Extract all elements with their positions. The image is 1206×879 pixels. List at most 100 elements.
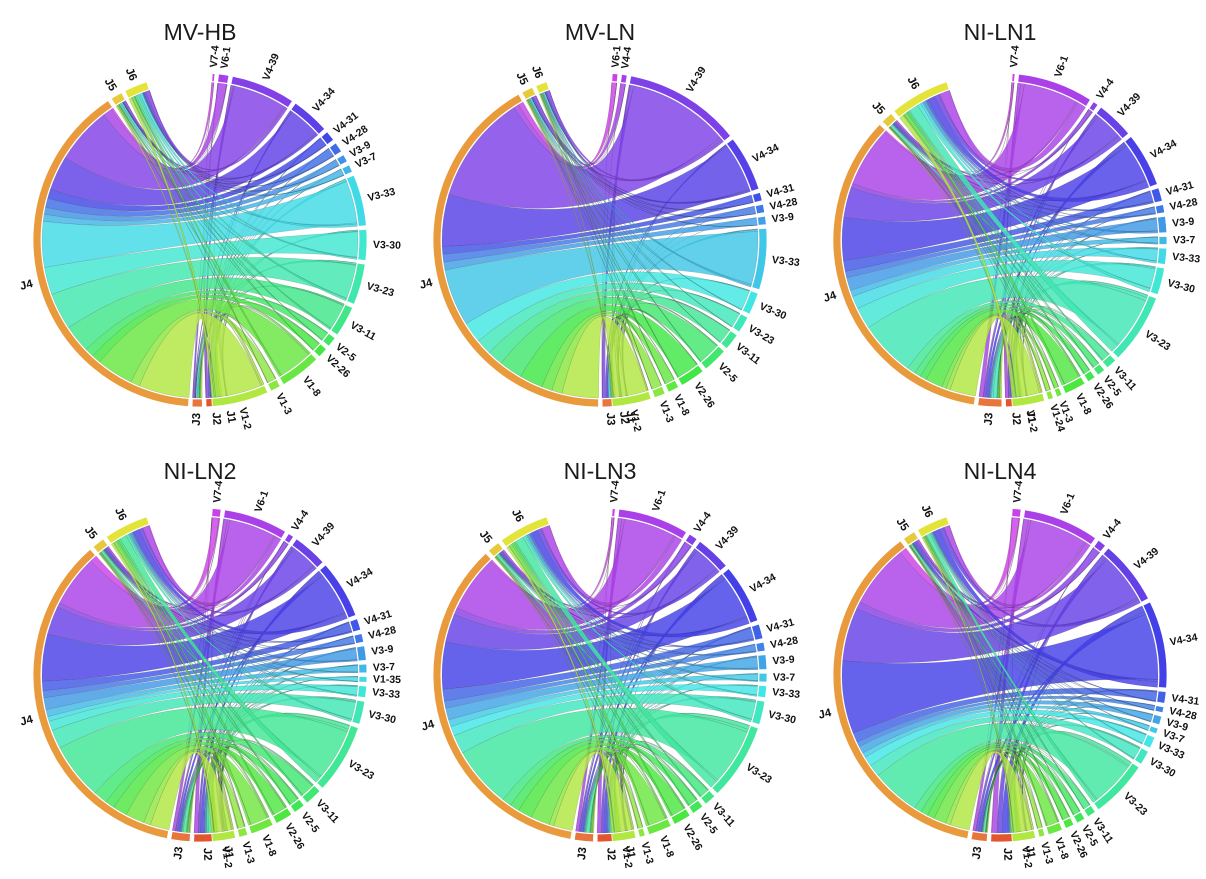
segment-label: V4-4 — [619, 46, 634, 70]
segment-arc-v7-4 — [211, 508, 222, 518]
segment-arc-v1-3 — [267, 378, 281, 392]
segment-label: J2 — [209, 412, 222, 426]
segment-label: J3 — [983, 412, 996, 426]
segment-arc-v4-28 — [754, 203, 766, 215]
segment-arc-v2-5 — [322, 332, 336, 347]
chord-ribbon — [189, 753, 233, 833]
segment-arc-v6-1 — [1023, 509, 1097, 546]
segment-arc-v3-9 — [1156, 215, 1168, 234]
segment-arc-j5 — [92, 538, 109, 554]
chord-ribbon — [903, 114, 1055, 389]
segment-label: V3-23 — [346, 758, 376, 783]
segment-label: J5 — [869, 100, 887, 118]
segment-arc-v1-3 — [637, 827, 646, 838]
segment-label: V7-4 — [608, 480, 622, 503]
segment-label: J1 — [623, 845, 637, 860]
chord-ribbon — [914, 740, 1090, 813]
segment-label: V3-7 — [373, 661, 396, 674]
chord-ribbon — [1014, 752, 1034, 831]
chord-ribbon — [509, 543, 649, 827]
segment-arc-v3-7 — [758, 672, 768, 683]
segment-label: V3-30 — [367, 708, 397, 726]
chord-ribbon — [113, 540, 251, 826]
chord-ribbon — [932, 531, 1157, 703]
segment-arc-v6-1 — [611, 73, 619, 83]
chord-ribbon — [986, 752, 1033, 833]
segment-arc-v3-9 — [336, 154, 348, 166]
segment-arc-v1-2 — [211, 384, 269, 407]
segment-label: J2 — [1001, 848, 1014, 861]
segment-arc-v4-28 — [328, 142, 343, 157]
ribbon-group — [441, 517, 759, 834]
segment-label: V4-39 — [1115, 91, 1143, 120]
panel-ni-ln3: NI-LN3 J1 J2 J3 J4 J5 J6 V7-4 V6-1 V4-4V4-39 V4-3… — [420, 458, 801, 869]
segment-label: V4-28 — [769, 635, 799, 652]
chord-ribbon — [220, 743, 299, 831]
segment-label: V3-30 — [758, 300, 789, 322]
segment-label: V4-34 — [1169, 631, 1199, 648]
segment-arc-v7-4 — [611, 508, 616, 518]
segment-label: V1-3 — [638, 841, 655, 866]
segment-label: J4 — [19, 713, 35, 728]
chord-ribbon — [465, 271, 750, 342]
chord-ribbon — [949, 751, 1032, 833]
chord-ribbon — [453, 541, 692, 634]
chord-ribbon — [488, 290, 730, 364]
segment-arc-j5 — [487, 541, 504, 558]
segment-label: J5 — [513, 70, 530, 87]
chord-ribbon — [909, 105, 1118, 352]
segment-arc-j4 — [832, 540, 970, 840]
chord-ribbon — [922, 101, 1159, 245]
segment-label: V3-23 — [1121, 790, 1150, 818]
segment-arc-v4-28 — [1154, 705, 1165, 714]
chord-ribbon — [932, 531, 1155, 711]
segment-arc-v4-39 — [628, 75, 732, 142]
segment-label: J1 — [221, 845, 235, 860]
segment-label: V3-30 — [1147, 756, 1177, 780]
segment-label: V4-31 — [765, 616, 795, 635]
segment-arc-v1-8 — [664, 379, 680, 393]
segment-arc-v3-33 — [357, 685, 368, 699]
segment-label: J3 — [604, 412, 617, 425]
segment-arc-v1-8 — [1061, 376, 1086, 395]
segment-label: V4-39 — [260, 52, 282, 83]
ribbon-group — [441, 82, 759, 399]
chord-ribbon — [125, 84, 228, 167]
segment-label: V4-39 — [713, 524, 741, 553]
chord-ribbon — [128, 533, 359, 683]
chord-ribbon — [535, 83, 626, 166]
chord-ribbon — [850, 237, 1159, 297]
segment-arc-v2-26 — [670, 808, 691, 825]
segment-label: V4-39 — [1132, 545, 1162, 572]
segment-label: V2-26 — [691, 380, 717, 410]
segment-label: V3-9 — [1172, 216, 1195, 230]
panel-title: MV-HB — [164, 19, 237, 45]
segment-arc-v4-34 — [1124, 135, 1158, 188]
segment-label: J6 — [905, 75, 922, 92]
segment-arc-v3-9 — [356, 645, 367, 662]
chord-ribbon — [85, 290, 328, 357]
segment-arc-v4-34 — [725, 138, 760, 192]
segment-arc-j3 — [573, 831, 595, 843]
segment-arc-v4-34 — [721, 567, 759, 624]
segment-arc-v3-33 — [346, 174, 367, 227]
segment-arc-v4-28 — [1154, 204, 1166, 215]
segment-label: V4-31 — [1165, 179, 1195, 198]
segment-arc-v3-23 — [346, 262, 366, 305]
segment-arc-v3-9 — [756, 215, 767, 226]
chord-ribbon — [929, 532, 1135, 760]
segment-arc-v1-2 — [611, 829, 637, 842]
segment-label: J6 — [112, 506, 128, 523]
segment-arc-v2-5 — [688, 799, 704, 815]
segment-label: J2 — [1009, 412, 1022, 426]
chord-ribbon — [894, 121, 1120, 185]
segment-label: J6 — [123, 66, 139, 82]
ribbon-group — [841, 517, 1159, 834]
chord-ribbon — [561, 315, 648, 399]
segment-arc-v7-4 — [211, 73, 216, 83]
segment-arc-v3-30 — [741, 290, 759, 315]
chord-ribbon — [111, 542, 214, 833]
segment-arc-v2-5 — [1072, 811, 1086, 824]
chord-ribbon — [531, 96, 751, 204]
segment-label: V1-2 — [619, 845, 634, 869]
